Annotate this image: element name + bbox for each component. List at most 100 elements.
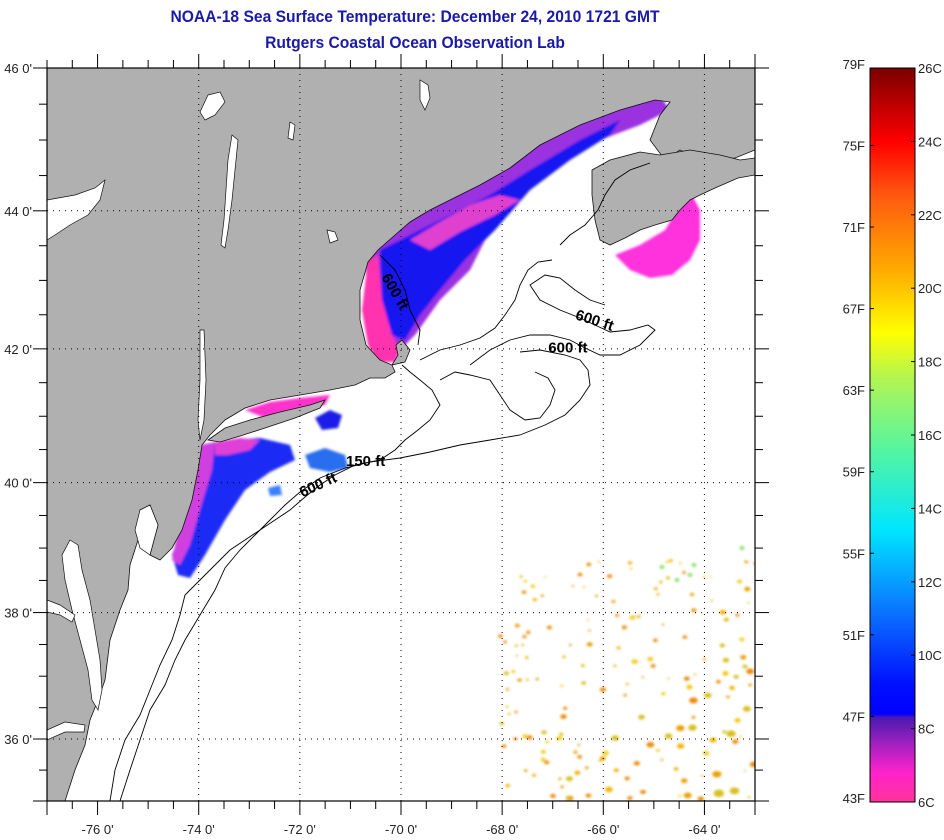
- sst-warm-patch: [566, 795, 572, 800]
- sst-warm-patch: [562, 655, 566, 659]
- sst-warm-patch: [655, 748, 660, 752]
- sst-warm-patch: [582, 586, 586, 589]
- y-tick-label: 36 0': [4, 732, 32, 747]
- sst-warm-patch: [627, 796, 633, 801]
- land-cape-cod: [391, 339, 411, 366]
- chart-subtitle: Rutgers Coastal Ocean Observation Lab: [265, 33, 565, 52]
- sst-warm-patch: [715, 679, 721, 684]
- sst-warm-patch: [560, 714, 567, 719]
- x-tick-label: -66 0': [587, 822, 619, 837]
- sst-warm-patch: [709, 737, 717, 743]
- sst-warm-patch: [627, 561, 633, 565]
- lake-small-1: [199, 91, 226, 121]
- colorbar-fahrenheit-label: 47F: [843, 709, 865, 724]
- bays: [47, 79, 431, 741]
- sst-warm-patch: [515, 655, 519, 657]
- sst-warm-patch: [665, 560, 669, 563]
- contour-georges-bank: [469, 274, 656, 366]
- sst-warm-patch: [611, 735, 619, 741]
- colorbar-bar: [869, 67, 916, 803]
- sst-warm-patch: [611, 600, 616, 603]
- sst-warm-patch: [667, 677, 670, 680]
- contour-150ft: [109, 364, 441, 801]
- sst-warm-patch: [701, 775, 704, 777]
- land: [47, 68, 755, 801]
- colorbar-celsius-label: 20C: [918, 281, 942, 296]
- y-tick-label: 40 0': [4, 476, 32, 491]
- sst-warm-patch: [673, 767, 679, 771]
- sst-warm-patch: [693, 673, 697, 676]
- sst-warm-patch: [729, 686, 735, 691]
- sst-warm-patch: [525, 678, 529, 681]
- colorbar-fahrenheit-label: 59F: [843, 465, 865, 480]
- map-plot-area: [47, 68, 755, 801]
- contour-600ft-shelf-break: [119, 349, 591, 801]
- y-tick-label: 38 0': [4, 606, 32, 621]
- sst-warm-patch: [656, 593, 660, 596]
- sst-green-patch: [674, 578, 680, 582]
- sst-warm-patch: [550, 793, 556, 798]
- sst-warm-patch: [702, 575, 706, 578]
- sst-warm-patch: [734, 718, 741, 723]
- sst-warm-patch: [623, 693, 627, 697]
- sst-warm-patch: [543, 576, 547, 578]
- sst-warm-patch: [631, 659, 638, 664]
- sst-warm-patch: [682, 571, 686, 574]
- sst-warm-patch: [629, 567, 633, 570]
- lake-winnipesaukee: [326, 229, 339, 244]
- sst-warm-patch: [565, 776, 573, 782]
- sst-warm-patch: [743, 769, 747, 772]
- sst-warm-patch: [505, 784, 511, 788]
- sst-warm-patch: [517, 678, 522, 682]
- sst-warm-patch: [514, 623, 520, 628]
- sst-warm-patch: [559, 732, 564, 736]
- sst-warm-patch: [638, 714, 645, 720]
- sst-warm-patch: [505, 688, 510, 691]
- sst-warm-patch: [740, 655, 747, 660]
- sst-warm-patch: [710, 599, 714, 602]
- colorbar-celsius-label: 14C: [918, 501, 942, 516]
- sst-warm-patch: [613, 768, 619, 773]
- sst-warm-patch: [521, 644, 525, 646]
- sst-warm-patch: [597, 560, 601, 563]
- y-tick-label: 42 0': [4, 342, 32, 357]
- contour-gulf-of-maine-2: [439, 371, 556, 421]
- sst-warm-patch: [647, 656, 654, 662]
- sst-warm-patch: [546, 625, 553, 630]
- sst-warm-patch: [574, 770, 581, 775]
- y-tick-label: 44 0': [4, 204, 32, 219]
- axis-tick-labels: -76 0' -74 0' -72 0' -70 0' -68 0' -66 0' -64 …: [4, 61, 720, 837]
- colorbar-celsius-label: 8C: [918, 722, 935, 737]
- chesapeake-bay: [61, 539, 103, 711]
- sst-warm-patch: [558, 777, 562, 780]
- sst-warm-patch: [505, 705, 509, 708]
- sst-warm-patch: [748, 683, 752, 687]
- sst-warm-patch: [747, 602, 750, 604]
- sst-warm-patch: [577, 572, 583, 577]
- sst-warm-patch: [683, 792, 692, 799]
- sst-warm-patch: [633, 761, 640, 766]
- x-tick-label: -68 0': [486, 822, 518, 837]
- sst-warm-patch: [686, 684, 693, 690]
- sst-warm-patch: [702, 658, 707, 661]
- colorbar-fahrenheit-label: 51F: [843, 628, 865, 643]
- sst-warm-patch: [541, 750, 546, 754]
- sst-warm-patch: [560, 785, 564, 789]
- sst-warm-patch: [580, 664, 585, 668]
- x-tick-label: -76 0': [82, 822, 114, 837]
- sst-warm-patch: [719, 643, 726, 648]
- x-tick-label: -64 0': [688, 822, 720, 837]
- x-tick-label: -74 0': [183, 822, 215, 837]
- lat-lon-grid: [47, 68, 755, 801]
- moosehead-lake: [419, 79, 431, 111]
- lake-ontario: [47, 179, 106, 241]
- sst-warm-patch: [522, 635, 527, 639]
- sst-warm-patch: [747, 796, 751, 799]
- sst-warm-patch: [588, 629, 591, 632]
- colorbar-celsius-label: 22C: [918, 208, 942, 223]
- sst-warm-patch: [568, 643, 572, 647]
- sst-warm-patch: [540, 594, 544, 597]
- sst-warm-patch: [498, 634, 503, 638]
- sst-warm-patch: [744, 560, 749, 564]
- sst-long-island-sound: [245, 395, 330, 418]
